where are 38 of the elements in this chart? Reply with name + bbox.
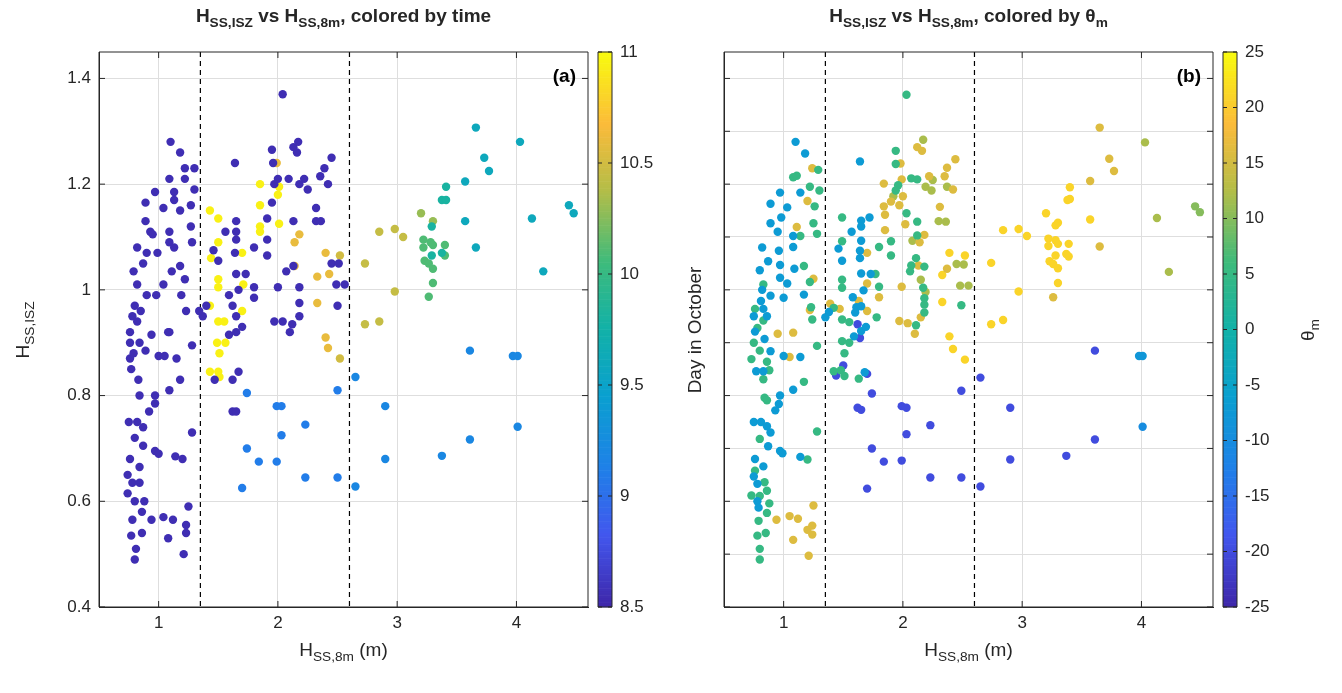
y-tick-label: 0.6 [67, 490, 91, 510]
color-bar-label: 9.5 [620, 374, 644, 394]
color-bar-label: 20 [1245, 97, 1264, 117]
chart-title: H$_{SS,ISZ}$ vs H$_{SS,8m}$, colored by θ$_{m}$ [828, 5, 1109, 30]
color-bar-label: -20 [1245, 541, 1270, 561]
y-tick-label: 1.4 [67, 68, 91, 88]
x-tick-label: 4 [1136, 612, 1147, 632]
x-tick-label: 3 [392, 612, 402, 632]
annotation: (b) [1176, 65, 1201, 86]
x-axis-title: H$_{SS,8m}$ (m) [924, 639, 1013, 664]
annotation: (a) [552, 65, 576, 86]
x-axis-title: H$_{SS,8m}$ (m) [299, 639, 388, 664]
y-tick-label: 1 [81, 279, 91, 299]
color-bar-label: -10 [1245, 430, 1270, 450]
x-tick-label: 3 [1017, 612, 1027, 632]
color-bar-label: -25 [1245, 596, 1270, 616]
x-tick-label: 2 [898, 612, 908, 632]
x-tick-label: 1 [153, 612, 164, 632]
color-bar-label: 25 [1245, 41, 1264, 61]
color-bar-label: 10.5 [620, 152, 654, 172]
color-bar-label: 15 [1245, 152, 1264, 172]
chart-title: H$_{SS,ISZ}$ vs H$_{SS,8m}$, colored by time [194, 5, 493, 30]
color-bar-label: 0 [1245, 319, 1255, 339]
color-bar-label: 9 [620, 485, 630, 505]
color-bar-label: -5 [1245, 374, 1261, 394]
y-tick-label: 0.4 [67, 596, 91, 616]
color-bar-label: 8.5 [620, 596, 644, 616]
color-bar-label: 5 [1245, 263, 1255, 283]
color-bar-label: 10 [620, 263, 639, 283]
color-bar-label: 10 [1245, 208, 1264, 228]
x-tick-label: 1 [778, 612, 789, 632]
y-tick-label: 1.2 [67, 173, 91, 193]
x-tick-label: 4 [511, 612, 522, 632]
y-axis-title: Day in October [683, 266, 706, 393]
color-bar-label: -15 [1245, 485, 1270, 505]
color-bar-label: 11 [620, 41, 638, 61]
x-tick-label: 2 [273, 612, 283, 632]
y-tick-label: 0.8 [67, 385, 91, 405]
